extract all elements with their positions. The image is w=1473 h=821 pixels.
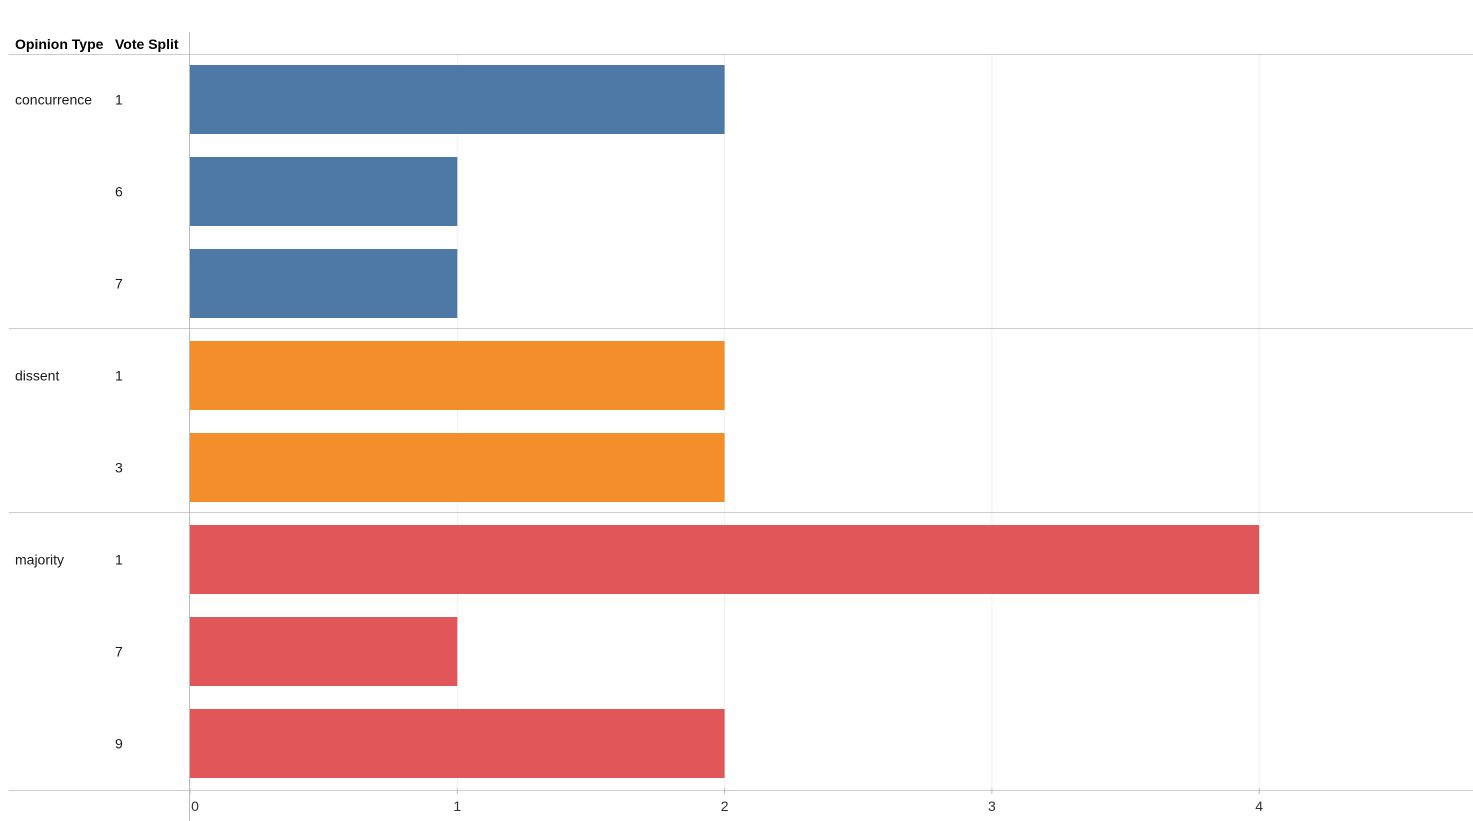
group-label-majority: majority bbox=[15, 552, 64, 568]
header-vote-split: Vote Split bbox=[115, 36, 179, 52]
category-label: 7 bbox=[115, 644, 123, 660]
bar-majority-1[interactable] bbox=[190, 525, 1260, 594]
x-tick-label: 0 bbox=[191, 798, 199, 814]
category-label: 1 bbox=[115, 368, 123, 384]
x-tick-label: 4 bbox=[1255, 798, 1263, 814]
category-label: 1 bbox=[115, 92, 123, 108]
bar-dissent-1[interactable] bbox=[190, 341, 725, 410]
category-label: 6 bbox=[115, 184, 123, 200]
category-label: 9 bbox=[115, 736, 123, 752]
x-tick-label: 3 bbox=[988, 798, 996, 814]
group-label-concurrence: concurrence bbox=[15, 92, 92, 108]
x-axis: 0 1 2 3 4 bbox=[189, 32, 1263, 821]
bar-dissent-3[interactable] bbox=[190, 433, 725, 502]
category-label: 1 bbox=[115, 552, 123, 568]
x-tick-label: 2 bbox=[721, 798, 729, 814]
group-label-dissent: dissent bbox=[15, 368, 59, 384]
bars[interactable] bbox=[190, 65, 1260, 778]
group-separators bbox=[9, 54, 1473, 791]
bar-majority-9[interactable] bbox=[190, 709, 725, 778]
category-label: 7 bbox=[115, 276, 123, 292]
bar-concurrence-6[interactable] bbox=[190, 157, 458, 226]
x-tick-label: 1 bbox=[453, 798, 461, 814]
header-opinion-type: Opinion Type bbox=[15, 36, 104, 52]
category-label: 3 bbox=[115, 460, 123, 476]
row-labels: concurrence 1 6 7 dissent 1 3 majority 1 7 9 bbox=[15, 92, 123, 752]
bar-concurrence-7[interactable] bbox=[190, 249, 458, 318]
bar-concurrence-1[interactable] bbox=[190, 65, 725, 134]
bar-majority-7[interactable] bbox=[190, 617, 458, 686]
grid-lines bbox=[456, 54, 1260, 788]
